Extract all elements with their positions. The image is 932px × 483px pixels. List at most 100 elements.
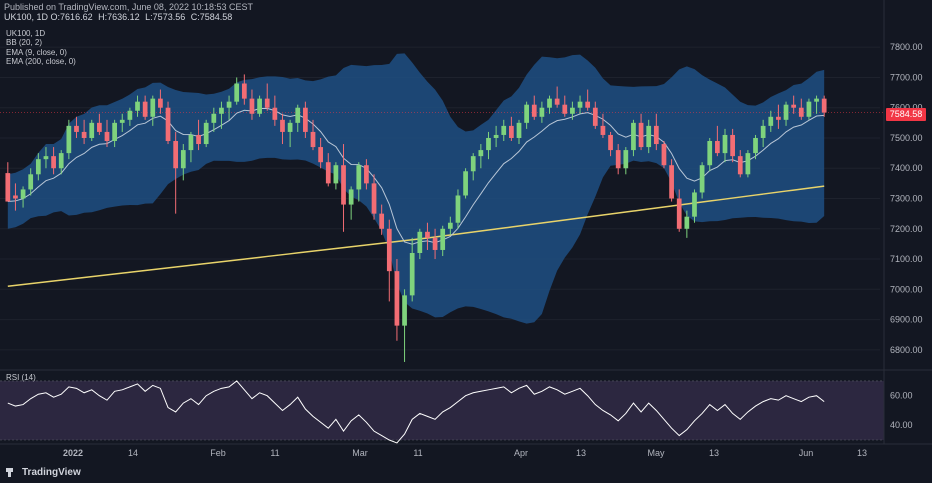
- candle-body: [669, 165, 674, 199]
- candle-body: [241, 83, 247, 99]
- candle-body: [165, 107, 171, 142]
- candle-body: [501, 125, 507, 135]
- y-tick-label: 7300.00: [890, 194, 923, 204]
- candle-body: [684, 216, 690, 229]
- candle-body: [211, 113, 217, 123]
- candle-body: [791, 104, 797, 108]
- y-tick-label: 7800.00: [890, 42, 923, 52]
- candle-body: [74, 125, 79, 132]
- candle-body: [58, 153, 64, 169]
- candle-body: [440, 228, 446, 250]
- candle-body: [608, 134, 613, 151]
- candle-body: [364, 165, 369, 184]
- candle-body: [592, 107, 598, 126]
- legend-symbol[interactable]: UK100, 1D: [6, 29, 46, 38]
- candle-body: [432, 237, 438, 250]
- candle-body: [35, 159, 41, 175]
- candle-body: [638, 122, 644, 148]
- candle-body: [676, 198, 682, 229]
- candle-body: [547, 98, 552, 108]
- candle-body: [203, 122, 209, 145]
- candle-body: [219, 107, 224, 114]
- rsi-tick-label: 60.00: [890, 391, 913, 401]
- x-tick-label: 13: [709, 448, 719, 458]
- candle-body: [539, 107, 545, 117]
- candle-body: [112, 122, 117, 142]
- candle-body: [66, 125, 72, 154]
- candle-body: [379, 213, 385, 229]
- published-caption: Published on TradingView.com, June 08, 2…: [4, 2, 253, 12]
- candle-body: [745, 153, 751, 175]
- candle-body: [280, 119, 285, 132]
- candle-body: [5, 173, 11, 202]
- candle-body: [89, 122, 95, 138]
- legend-bb[interactable]: BB (20, 2): [6, 38, 43, 48]
- candle-body: [348, 189, 354, 205]
- candle-body: [509, 125, 514, 138]
- candle-body: [325, 162, 331, 184]
- candle-body: [486, 137, 491, 151]
- candle-body: [692, 192, 697, 217]
- candle-body: [554, 98, 560, 105]
- candle-body: [798, 107, 804, 117]
- candle-body: [821, 98, 827, 113]
- candle-body: [249, 98, 255, 114]
- candle-body: [455, 195, 461, 223]
- candle-body: [737, 156, 743, 175]
- candle-body: [135, 101, 140, 111]
- x-tick-label: May: [647, 448, 665, 458]
- y-tick-label: 7000.00: [890, 284, 923, 294]
- candle-body: [776, 116, 781, 120]
- candle-body: [623, 150, 629, 169]
- legend-ema9[interactable]: EMA (9, close, 0): [6, 47, 67, 57]
- candle-body: [417, 231, 423, 253]
- candle-body: [402, 295, 407, 326]
- last-price-tag: 7584.58: [886, 108, 926, 121]
- x-tick-label: 11: [270, 448, 279, 458]
- candle-body: [81, 131, 87, 138]
- y-tick-label: 6900.00: [890, 315, 923, 325]
- high-value: H:7636.12: [98, 12, 140, 22]
- candle-body: [524, 104, 529, 123]
- candle-body: [51, 156, 56, 169]
- candle-body: [318, 147, 323, 163]
- candle-body: [341, 165, 346, 205]
- open-value: O:7616.62: [50, 12, 93, 22]
- rsi-band: [0, 380, 884, 440]
- y-tick-label: 7400.00: [890, 163, 923, 173]
- candle-body: [28, 174, 34, 190]
- candle-body: [730, 134, 735, 157]
- candle-body: [13, 195, 18, 199]
- indicator-legend: UK100, 1D BB (20, 2) EMA (9, close, 0) E…: [6, 29, 76, 67]
- tradingview-brand[interactable]: TradingView: [6, 467, 81, 478]
- close-value: C:7584.58: [190, 12, 233, 22]
- candle-body: [226, 101, 232, 108]
- candle-body: [104, 131, 110, 142]
- candle-body: [470, 156, 476, 172]
- candle-body: [478, 150, 484, 157]
- candle-body: [715, 141, 720, 154]
- candle-body: [425, 231, 430, 238]
- candle-body: [180, 150, 186, 169]
- candle-body: [463, 171, 468, 196]
- candle-body: [188, 134, 194, 151]
- symbol-ohlc-line: UK100, 1D O:7616.62 H:7636.12 L:7573.56 …: [4, 12, 235, 23]
- x-tick-label: 13: [857, 448, 867, 458]
- rsi-legend[interactable]: RSI (14): [6, 373, 36, 382]
- candle-body: [119, 119, 125, 123]
- candle-body: [264, 98, 270, 108]
- legend-ema200[interactable]: EMA (200, close, 0): [6, 57, 76, 67]
- candle-body: [158, 98, 163, 108]
- candle-body: [150, 98, 156, 117]
- candle-body: [493, 134, 499, 138]
- candle-body: [814, 98, 819, 102]
- x-tick-label: 2022: [63, 448, 83, 458]
- candle-body: [409, 252, 415, 296]
- candle-body: [722, 134, 728, 154]
- rsi-line: [7, 380, 825, 444]
- x-tick-label: Feb: [210, 448, 226, 458]
- candle-body: [768, 116, 774, 126]
- candle-body: [562, 104, 568, 114]
- candle-body: [699, 165, 705, 193]
